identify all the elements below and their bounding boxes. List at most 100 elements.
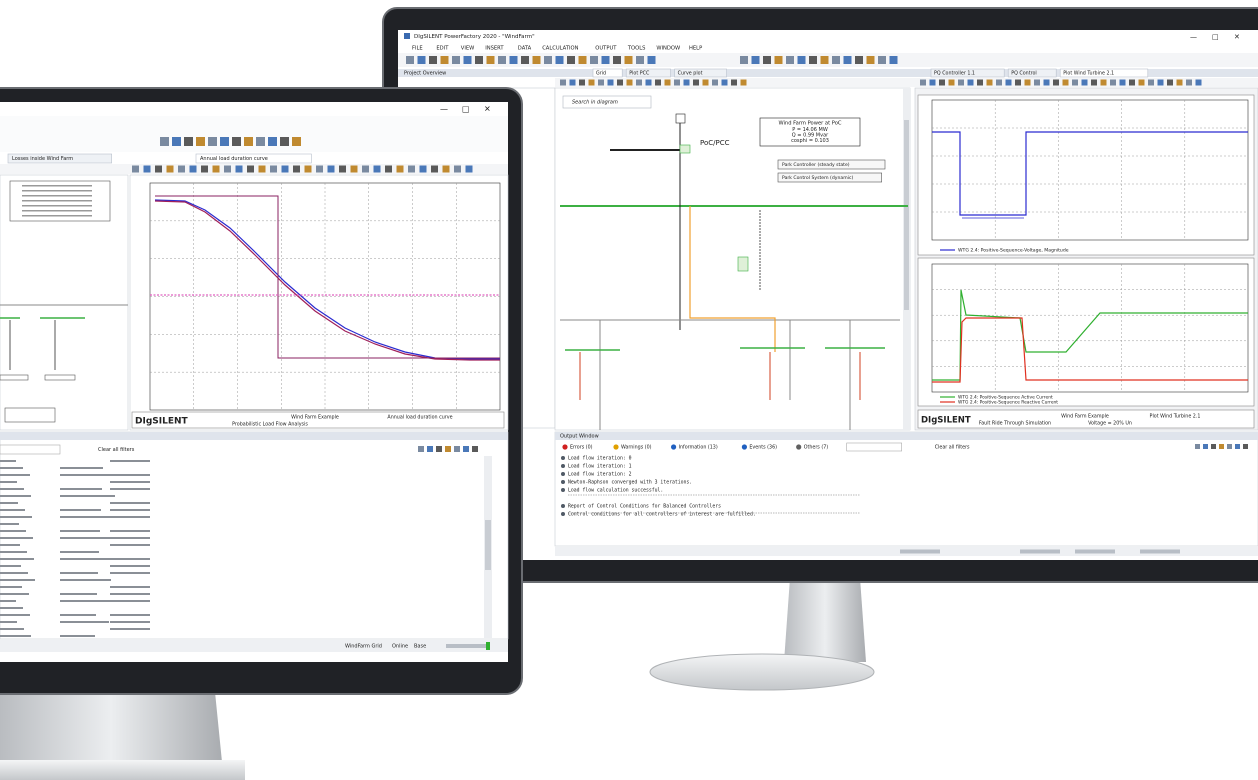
toolbar-icon <box>232 137 241 146</box>
window-control[interactable]: ✕ <box>484 105 491 114</box>
menu-item[interactable]: DATA <box>518 46 532 52</box>
toolbar-icon <box>763 56 771 64</box>
toolbar-icon <box>235 165 243 173</box>
tab <box>674 68 727 78</box>
diagram-button-label[interactable]: Park Control System (dynamic) <box>782 175 853 181</box>
menu-item[interactable]: CALCULATION <box>542 46 578 52</box>
filter-button[interactable]: Warnings (0) <box>621 445 652 451</box>
output-text <box>60 614 96 616</box>
window-control[interactable]: □ <box>1212 33 1219 41</box>
output-text <box>60 516 114 518</box>
app-icon <box>404 33 410 39</box>
diagram-button <box>777 159 886 170</box>
toolbar-icon <box>1157 79 1164 86</box>
status-indicator <box>486 642 490 650</box>
menu-item[interactable]: VIEW <box>461 46 475 52</box>
output-text <box>60 495 115 497</box>
clear-filters[interactable]: Clear all filters <box>935 445 970 451</box>
filter-button[interactable]: Others (7) <box>804 445 829 451</box>
window-control[interactable]: ✕ <box>1234 33 1240 41</box>
element-box <box>679 144 691 154</box>
window-control[interactable]: □ <box>462 105 470 114</box>
toolbar-icon <box>465 165 473 173</box>
menu-item[interactable]: WINDOW <box>656 46 680 52</box>
message-icon <box>561 456 565 460</box>
filter-button[interactable]: Information (13) <box>679 445 718 451</box>
output-text <box>0 488 24 490</box>
toolbar-icon <box>751 56 760 64</box>
tab-label[interactable]: Annual load duration curve <box>200 156 268 162</box>
output-text <box>60 635 95 637</box>
status-field: Online <box>392 644 408 650</box>
info-text <box>22 210 92 212</box>
toolbar-icon <box>440 56 449 64</box>
transformer <box>675 113 686 124</box>
filter-box <box>846 442 903 452</box>
toolbar-icon <box>1100 79 1107 86</box>
toolbar-icon <box>339 165 346 173</box>
menu-item[interactable]: EDIT <box>436 46 449 52</box>
scroll-thumb <box>904 120 909 310</box>
menu-item[interactable]: FILE <box>412 46 423 52</box>
output-text <box>110 530 150 532</box>
plot-name: Plot Wind Turbine 2.1 <box>1150 414 1201 420</box>
tab-label[interactable]: PQ Controller 1.1 <box>934 71 975 77</box>
toolbar-icon <box>270 165 277 173</box>
toolbar-icon <box>258 165 266 173</box>
toolbar-icon <box>472 446 478 452</box>
tab <box>625 68 671 78</box>
toolbar-icon <box>1203 444 1208 449</box>
toolbar-icon <box>967 79 974 86</box>
toolbar-icon <box>155 165 162 173</box>
menu-item[interactable]: HELP <box>689 46 702 52</box>
output-text <box>110 537 150 539</box>
plot-footer <box>131 411 505 429</box>
toolbar-icon <box>1034 79 1040 86</box>
output-line: Load flow calculation successful. <box>568 488 663 494</box>
toolbar-icon <box>683 79 690 86</box>
toolbar-icon <box>316 165 323 173</box>
info-text <box>22 200 92 202</box>
output-text <box>60 537 113 539</box>
toolbar-icon <box>419 165 427 173</box>
filter-button[interactable]: Events (36) <box>749 445 777 451</box>
filter-icon <box>671 444 677 450</box>
search-placeholder[interactable]: Search in diagram <box>572 100 618 106</box>
plot-subtitle: Fault Ride Through Simulation <box>979 421 1051 427</box>
toolbar-icon <box>569 79 576 86</box>
output-text <box>0 516 32 518</box>
toolbar-icon <box>843 56 852 64</box>
menu-item[interactable]: TOOLS <box>627 46 646 52</box>
filter-button[interactable]: Errors (0) <box>570 445 593 451</box>
toolbar-icon <box>958 79 964 86</box>
tab-label[interactable]: Grid <box>596 71 606 77</box>
status-field <box>900 549 940 554</box>
info-box-line: Q = 0.99 Mvar <box>792 133 829 139</box>
output-line: Load flow iteration: 0 <box>568 456 632 462</box>
legend-entry: WTG 2.4: Positive-Sequence Reactive Curr… <box>958 400 1058 406</box>
output-text <box>110 565 150 567</box>
clear-filters[interactable]: Clear all filters <box>98 447 135 453</box>
tab-label[interactable]: PQ Control <box>1011 71 1037 77</box>
output-text <box>0 572 28 574</box>
toolbar-icon <box>786 56 794 64</box>
output-text <box>0 614 30 616</box>
diagram-button-label[interactable]: Park Controller (steady state) <box>782 162 850 168</box>
tab-label[interactable]: Plot Wind Turbine 2.1 <box>1063 71 1114 77</box>
tab-label[interactable]: Plot PCC <box>629 71 650 77</box>
toolbar-icon <box>939 79 945 86</box>
panel-title: Project Overview <box>404 71 446 77</box>
menu-item[interactable]: OUTPUT <box>595 46 617 52</box>
toolbar-icon <box>1015 79 1021 86</box>
toolbar-icon <box>445 446 451 452</box>
tab-label[interactable]: Losses inside Wind Farm <box>12 156 73 162</box>
toolbar-icon <box>1005 79 1012 86</box>
menu-item[interactable]: INSERT <box>485 46 504 52</box>
legend-entry: WTG 2.4: Positive-Sequence-Voltage, Magn… <box>958 248 1069 254</box>
tab-label[interactable]: Curve plot <box>678 71 703 77</box>
tab <box>1059 68 1149 78</box>
toolbar-icon <box>613 56 621 64</box>
window-control[interactable]: — <box>440 105 448 114</box>
toolbar-icon <box>555 56 564 64</box>
window-control[interactable]: — <box>1190 33 1197 41</box>
